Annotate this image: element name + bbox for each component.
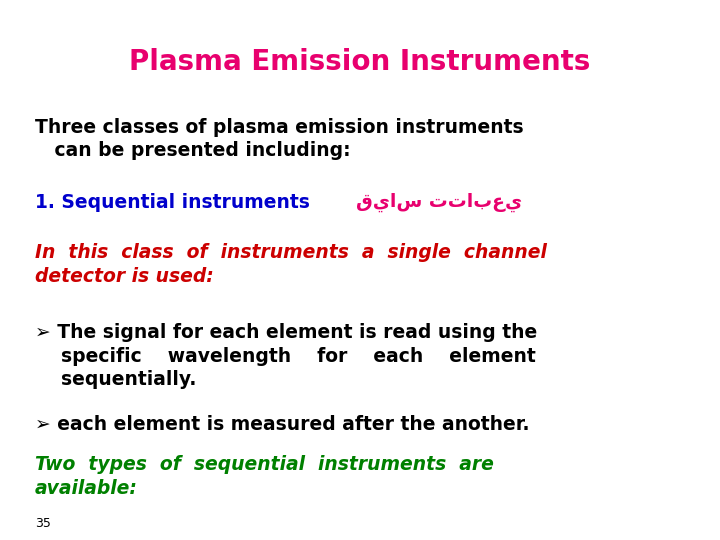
Text: Plasma Emission Instruments: Plasma Emission Instruments <box>130 48 590 76</box>
Text: ➢ The signal for each element is read using the
    specific    wavelength    fo: ➢ The signal for each element is read us… <box>35 323 537 389</box>
Text: 35: 35 <box>35 517 51 530</box>
Text: 1. Sequential instruments: 1. Sequential instruments <box>35 193 316 212</box>
Text: ➢ each element is measured after the another.: ➢ each element is measured after the ano… <box>35 415 529 434</box>
Text: In  this  class  of  instruments  a  single  channel
detector is used:: In this class of instruments a single ch… <box>35 243 547 286</box>
Text: قياس تتابعي: قياس تتابعي <box>356 193 523 212</box>
Text: Three classes of plasma emission instruments
   can be presented including:: Three classes of plasma emission instrum… <box>35 118 523 160</box>
Text: Two  types  of  sequential  instruments  are
available:: Two types of sequential instruments are … <box>35 455 494 497</box>
